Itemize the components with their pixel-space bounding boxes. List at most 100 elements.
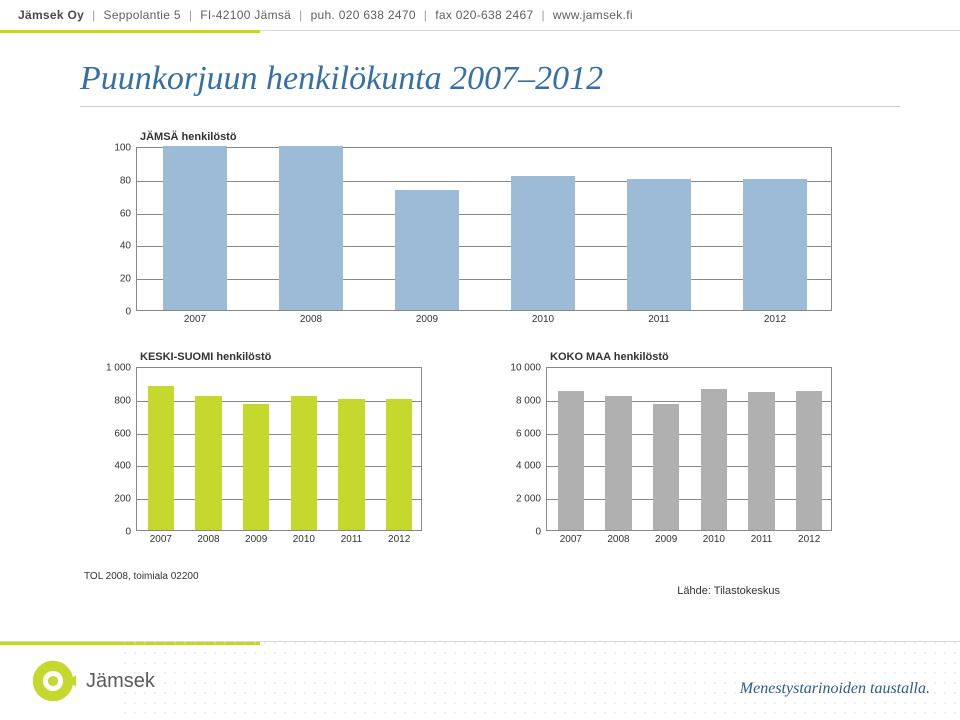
header-accent: [0, 30, 260, 33]
charts-container: JÄMSÄ henkilöstö 02040608010020072008200…: [80, 127, 900, 582]
y-tick-label: 10 000: [510, 363, 547, 374]
grid-line: [547, 434, 831, 435]
header-company: Jämsek Oy: [18, 8, 84, 22]
y-tick-label: 2 000: [516, 494, 547, 505]
bar: [701, 389, 727, 530]
x-tick-label: 2010: [293, 530, 315, 545]
footnote-right: Lähde: Tilastokeskus: [677, 585, 780, 597]
x-tick-label: 2011: [341, 530, 363, 545]
x-tick-label: 2010: [532, 310, 554, 325]
header-fax: 020-638 2467: [456, 8, 534, 22]
bar: [148, 386, 174, 530]
x-tick-label: 2008: [607, 530, 629, 545]
x-tick-label: 2009: [416, 310, 438, 325]
bar: [748, 392, 774, 530]
y-tick-label: 600: [114, 428, 137, 439]
x-tick-label: 2009: [655, 530, 677, 545]
y-tick-label: 100: [114, 143, 137, 154]
x-tick-label: 2011: [751, 530, 773, 545]
y-tick-label: 0: [125, 307, 137, 318]
grid-line: [137, 401, 421, 402]
grid-line: [137, 181, 831, 182]
x-tick-label: 2007: [184, 310, 206, 325]
y-tick-label: 200: [114, 494, 137, 505]
y-tick-label: 4 000: [516, 461, 547, 472]
header-sep: |: [299, 8, 302, 22]
x-tick-label: 2012: [764, 310, 786, 325]
bar: [163, 146, 227, 310]
bar: [195, 396, 221, 530]
y-tick-label: 0: [125, 527, 137, 538]
chart-jamsa-plot: 020406080100200720082009201020112012: [136, 147, 832, 311]
header-address: Seppolantie 5: [104, 8, 181, 22]
bar: [291, 396, 317, 530]
bar: [395, 190, 459, 310]
bar: [627, 179, 691, 310]
footnote-left: TOL 2008, toimiala 02200: [84, 571, 840, 582]
logo-block: Jämsek: [30, 658, 155, 704]
grid-line: [137, 279, 831, 280]
grid-line: [137, 499, 421, 500]
bar: [338, 399, 364, 530]
y-tick-label: 400: [114, 461, 137, 472]
y-tick-label: 6 000: [516, 428, 547, 439]
footer-bar: Jämsek Menestystarinoiden taustalla.: [0, 641, 960, 720]
bar: [279, 146, 343, 310]
y-tick-label: 1 000: [106, 363, 137, 374]
header-bar: Jämsek Oy | Seppolantie 5 | FI-42100 Jäm…: [0, 0, 960, 31]
slide-content: Puunkorjuun henkilökunta 2007–2012 JÄMSÄ…: [80, 60, 900, 582]
x-tick-label: 2011: [648, 310, 670, 325]
y-tick-label: 40: [120, 241, 137, 252]
x-tick-label: 2009: [245, 530, 267, 545]
header-fax-label: fax: [435, 8, 452, 22]
grid-line: [547, 466, 831, 467]
y-tick-label: 60: [120, 208, 137, 219]
x-tick-label: 2008: [300, 310, 322, 325]
header-postal: FI-42100 Jämsä: [200, 8, 291, 22]
header-sep: |: [541, 8, 544, 22]
bar: [605, 396, 631, 530]
x-tick-label: 2007: [560, 530, 582, 545]
chart-keskisuomi-title: KESKI-SUOMI henkilöstö: [140, 351, 271, 363]
chart-kokomaa-title: KOKO MAA henkilöstö: [550, 351, 669, 363]
chart-row: KESKI-SUOMI henkilöstö 02004006008001 00…: [80, 347, 900, 557]
bar: [243, 404, 269, 530]
header-phone: 020 638 2470: [339, 8, 416, 22]
bar: [653, 404, 679, 530]
y-tick-label: 0: [535, 527, 547, 538]
chart-kokomaa: KOKO MAA henkilöstö 02 0004 0006 0008 00…: [490, 347, 840, 557]
grid-line: [137, 466, 421, 467]
grid-line: [137, 246, 831, 247]
y-tick-label: 8 000: [516, 395, 547, 406]
logo-icon: [30, 658, 76, 704]
chart-jamsa-title: JÄMSÄ henkilöstö: [140, 131, 237, 143]
bar: [743, 179, 807, 310]
header-web: www.jamsek.fi: [553, 8, 633, 22]
grid-line: [137, 214, 831, 215]
grid-line: [547, 499, 831, 500]
x-tick-label: 2012: [388, 530, 410, 545]
grid-line: [137, 434, 421, 435]
chart-kokomaa-plot: 02 0004 0006 0008 00010 0002007200820092…: [546, 367, 832, 531]
header-sep: |: [189, 8, 192, 22]
x-tick-label: 2007: [150, 530, 172, 545]
logo-text: Jämsek: [86, 670, 155, 693]
grid-line: [547, 401, 831, 402]
slide-title: Puunkorjuun henkilökunta 2007–2012: [80, 60, 900, 107]
chart-keskisuomi-plot: 02004006008001 0002007200820092010201120…: [136, 367, 422, 531]
bar: [511, 176, 575, 310]
y-tick-label: 80: [120, 175, 137, 186]
header-sep: |: [92, 8, 95, 22]
header-phone-label: puh.: [311, 8, 336, 22]
x-tick-label: 2012: [798, 530, 820, 545]
y-tick-label: 20: [120, 274, 137, 285]
header-sep: |: [424, 8, 427, 22]
x-tick-label: 2010: [703, 530, 725, 545]
bar: [386, 399, 412, 530]
y-tick-label: 800: [114, 395, 137, 406]
bar: [796, 391, 822, 530]
bar: [558, 391, 584, 530]
chart-keskisuomi: KESKI-SUOMI henkilöstö 02004006008001 00…: [80, 347, 430, 557]
chart-jamsa: JÄMSÄ henkilöstö 02040608010020072008200…: [80, 127, 840, 337]
footer-slogan: Menestystarinoiden taustalla.: [740, 680, 930, 698]
